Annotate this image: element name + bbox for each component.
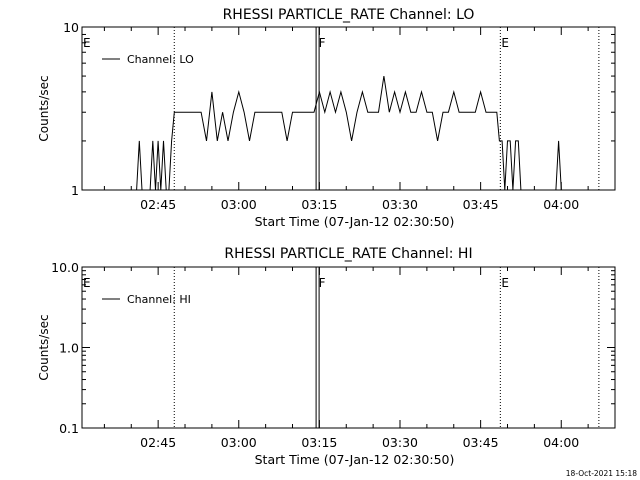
x-tick-label: 04:00 xyxy=(543,435,579,450)
x-tick-label: 03:00 xyxy=(221,435,257,450)
series-line xyxy=(136,76,562,191)
x-tick-label: 03:15 xyxy=(301,435,337,450)
x-tick-label: 03:00 xyxy=(221,197,257,212)
legend-label: Channel: LO xyxy=(127,53,194,66)
lo-channel-panel: RHESSI PARTICLE_RATE Channel: LO Counts/s… xyxy=(37,7,616,229)
event-marker-label: E xyxy=(501,276,509,290)
event-marker-label: E xyxy=(83,276,91,290)
event-marker-label: E xyxy=(501,36,509,50)
plot-frame xyxy=(81,26,616,191)
plot-frame xyxy=(81,266,616,429)
legend-label: Channel: HI xyxy=(127,293,191,306)
x-tick-label: 03:45 xyxy=(463,435,499,450)
x-tick-label: 03:15 xyxy=(301,197,337,212)
chart-title: RHESSI PARTICLE_RATE Channel: LO xyxy=(223,7,475,23)
hi-channel-panel: RHESSI PARTICLE_RATE Channel: HI Counts/s… xyxy=(37,246,616,467)
x-tick-label: 02:45 xyxy=(140,197,176,212)
y-tick-label: 1 xyxy=(71,183,79,198)
x-tick-label: 02:45 xyxy=(140,435,176,450)
date-stamp: 18-Oct-2021 15:18 xyxy=(566,469,637,478)
y-tick-label: 1.0 xyxy=(59,341,79,356)
y-axis-label: Counts/sec xyxy=(37,75,51,141)
x-axis-label: Start Time (07-Jan-12 02:30:50) xyxy=(255,452,455,467)
x-axis-label: Start Time (07-Jan-12 02:30:50) xyxy=(255,214,455,229)
x-tick-label: 04:00 xyxy=(543,197,579,212)
chart-title: RHESSI PARTICLE_RATE Channel: HI xyxy=(224,246,472,262)
event-marker-label: E xyxy=(83,36,91,50)
event-marker-label: F xyxy=(319,36,326,50)
x-tick-label: 03:30 xyxy=(382,197,418,212)
y-tick-label: 10 xyxy=(63,20,79,35)
y-tick-label: 0.1 xyxy=(59,421,79,436)
x-tick-label: 03:45 xyxy=(463,197,499,212)
x-tick-label: 03:30 xyxy=(382,435,418,450)
y-tick-label: 10.0 xyxy=(51,260,79,275)
y-axis-label: Counts/sec xyxy=(37,314,51,380)
event-marker-label: F xyxy=(319,276,326,290)
